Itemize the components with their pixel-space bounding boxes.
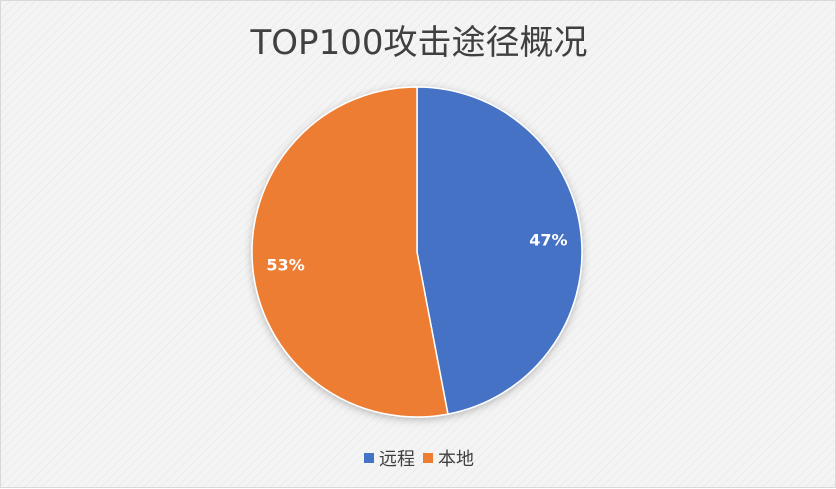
data-label-remote: 47% bbox=[529, 231, 567, 250]
legend-label-remote: 远程 bbox=[379, 449, 415, 470]
legend: 远程 本地 bbox=[1, 445, 836, 471]
legend-item-local: 本地 bbox=[423, 445, 474, 471]
data-label-local: 53% bbox=[266, 255, 304, 274]
pie-slice-remote bbox=[416, 86, 583, 415]
chart-title: TOP100攻击途径概况 bbox=[250, 23, 588, 63]
pie-slice-local bbox=[251, 86, 449, 418]
legend-swatch-local bbox=[423, 453, 433, 463]
legend-swatch-remote bbox=[364, 453, 374, 463]
legend-label-local: 本地 bbox=[438, 449, 474, 470]
legend-item-remote: 远程 bbox=[364, 445, 415, 471]
